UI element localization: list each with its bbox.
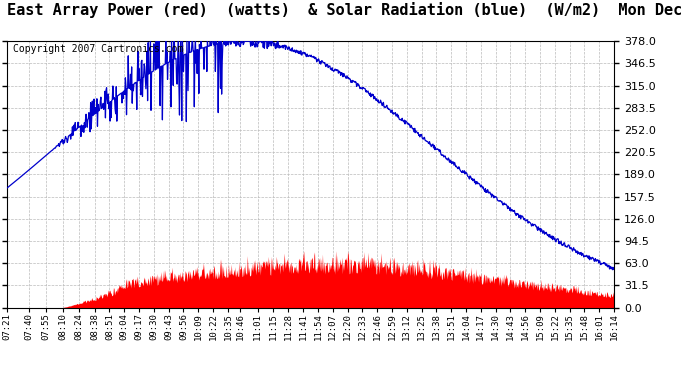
Text: Copyright 2007 Cartronics.com: Copyright 2007 Cartronics.com [13, 44, 184, 54]
Text: East Array Power (red)  (watts)  & Solar Radiation (blue)  (W/m2)  Mon Dec 17 16: East Array Power (red) (watts) & Solar R… [7, 2, 690, 18]
